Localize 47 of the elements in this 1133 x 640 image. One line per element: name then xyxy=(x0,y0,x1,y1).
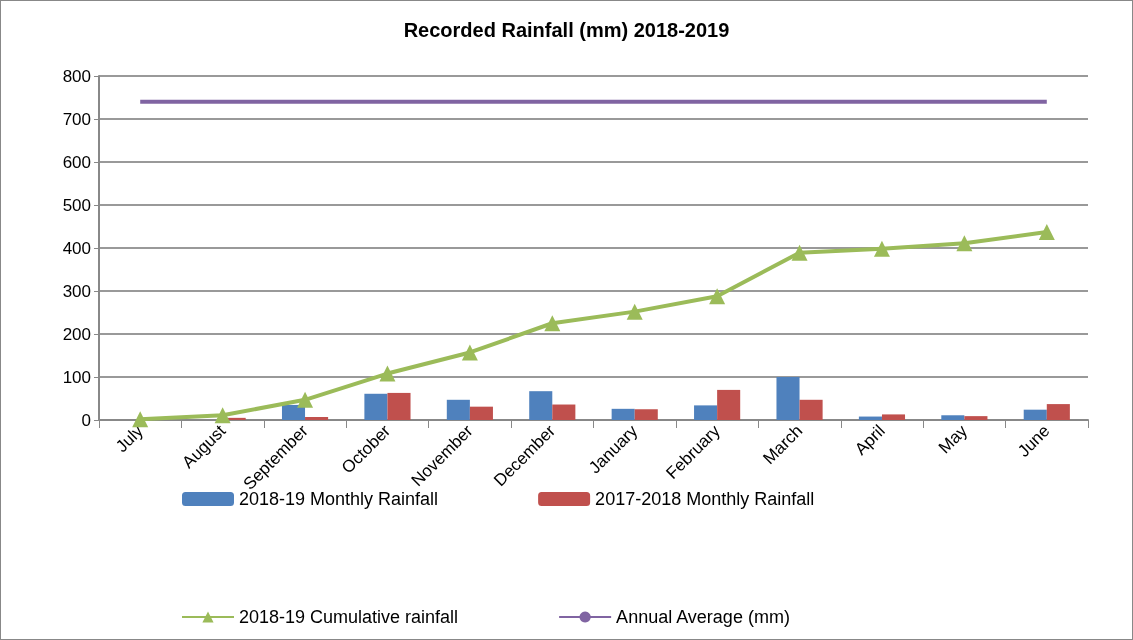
bar xyxy=(611,408,635,420)
point xyxy=(709,288,726,305)
y-tick-label: 600 xyxy=(62,152,91,172)
bar xyxy=(364,393,388,420)
bar xyxy=(776,377,800,420)
point xyxy=(214,407,231,424)
y-tick-label: 800 xyxy=(62,66,91,86)
point xyxy=(1038,224,1055,241)
bar xyxy=(717,389,741,420)
bar xyxy=(281,404,306,420)
bar xyxy=(1023,409,1047,420)
chart-title: Recorded Rainfall (mm) 2018-2019 xyxy=(403,19,730,41)
point xyxy=(873,240,890,257)
bar xyxy=(469,406,493,420)
legend-label: 2018-19 Cumulative rainfall xyxy=(239,607,459,627)
legend-label: 2018-19 Monthly Rainfall xyxy=(239,489,439,509)
legend-label: 2017-2018 Monthly Rainfall xyxy=(595,489,815,509)
point xyxy=(132,411,149,428)
bar xyxy=(694,405,718,420)
y-tick-label: 700 xyxy=(62,109,91,129)
point xyxy=(297,391,314,408)
y-tick-label: 200 xyxy=(62,324,91,344)
bar xyxy=(881,414,906,420)
y-tick-label: 0 xyxy=(81,410,91,430)
bar xyxy=(552,404,576,420)
point xyxy=(461,344,478,361)
bar xyxy=(387,392,411,420)
point xyxy=(379,365,396,382)
bar xyxy=(941,415,965,420)
point xyxy=(544,315,561,332)
bar xyxy=(634,409,658,420)
legend-label: Annual Average (mm) xyxy=(616,607,790,627)
point xyxy=(791,244,808,261)
y-tick-label: 100 xyxy=(62,367,91,387)
y-tick-label: 300 xyxy=(62,281,91,301)
y-tick-label: 500 xyxy=(62,195,91,215)
x-tick-label: May xyxy=(934,420,972,458)
bar xyxy=(446,399,470,420)
point xyxy=(956,235,973,252)
point xyxy=(626,303,643,320)
bar xyxy=(305,416,329,420)
bar xyxy=(529,391,553,420)
bar xyxy=(964,416,988,420)
bar xyxy=(799,399,823,420)
bar xyxy=(1046,404,1070,420)
y-tick-label: 400 xyxy=(62,238,91,258)
x-tick-label: July xyxy=(112,420,148,457)
